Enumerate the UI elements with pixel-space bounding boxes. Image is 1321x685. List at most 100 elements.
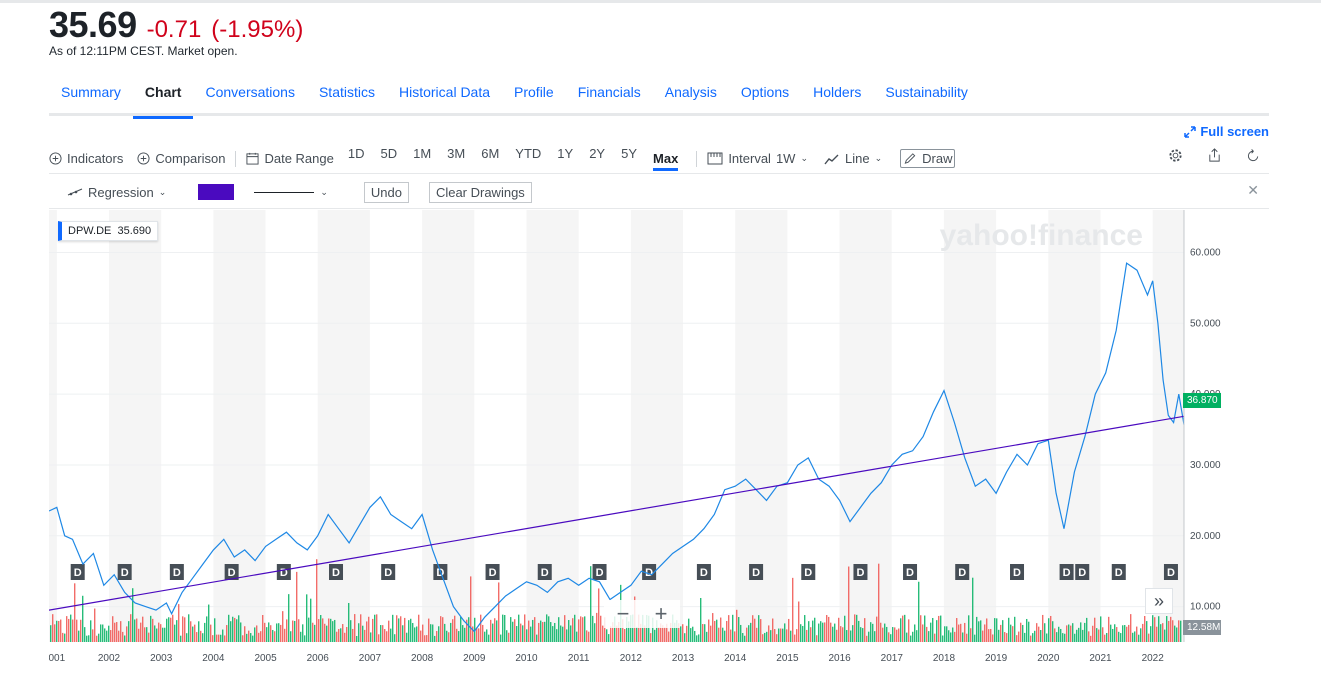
share-icon[interactable] <box>1207 148 1222 163</box>
year-band <box>630 210 684 642</box>
volume-bar <box>878 563 880 642</box>
volume-bar <box>1014 616 1016 642</box>
dividend-marker-box <box>642 564 657 580</box>
tab-holders[interactable]: Holders <box>813 84 862 100</box>
volume-bar <box>452 619 454 642</box>
comparison-button[interactable]: Comparison <box>137 151 225 166</box>
range-5y[interactable]: 5Y <box>621 146 638 161</box>
volume-bar <box>880 622 882 642</box>
range-6m[interactable]: 6M <box>481 146 500 161</box>
volume-bar <box>284 628 286 642</box>
volume-bar <box>722 627 724 642</box>
interval-button[interactable]: Interval 1W ⌄ <box>707 151 808 166</box>
dividend-marker-label: D <box>1078 567 1086 579</box>
volume-bar <box>1122 625 1124 642</box>
volume-bar <box>1080 622 1082 642</box>
tab-historical-data[interactable]: Historical Data <box>398 84 491 100</box>
line-color-picker[interactable] <box>198 184 235 200</box>
volume-bar <box>266 627 268 642</box>
dividend-marker-box <box>749 564 764 580</box>
dividend-marker-box <box>1059 564 1074 580</box>
volume-bar <box>750 622 752 642</box>
range-1m[interactable]: 1M <box>413 146 432 161</box>
reset-icon[interactable] <box>1246 148 1261 163</box>
volume-bar <box>96 635 98 642</box>
range-max[interactable]: Max <box>653 151 679 171</box>
regression-icon <box>67 188 83 196</box>
volume-bar <box>646 614 648 642</box>
volume-bar <box>808 621 810 642</box>
fullscreen-button[interactable]: Full screen <box>1184 124 1269 139</box>
volume-bar <box>1154 617 1156 642</box>
volume-bar <box>366 621 368 642</box>
interval-label: Interval <box>728 151 771 166</box>
volume-bar <box>466 619 468 642</box>
range-1y[interactable]: 1Y <box>557 146 574 161</box>
dividend-marker-label: D <box>436 567 444 579</box>
line-style-select[interactable]: ⌄ <box>254 187 328 198</box>
tab-analysis[interactable]: Analysis <box>664 84 717 100</box>
volume-bar <box>1082 629 1084 642</box>
volume-bar <box>602 625 604 642</box>
volume-bar <box>1048 618 1050 642</box>
volume-bar <box>104 628 106 642</box>
range-5d[interactable]: 5D <box>380 146 398 161</box>
tab-summary[interactable]: Summary <box>61 84 121 100</box>
zoom-out-button[interactable]: − <box>616 601 630 626</box>
toolbar-actions <box>1168 148 1261 163</box>
undo-button[interactable]: Undo <box>363 181 409 203</box>
indicators-button[interactable]: Indicators <box>49 151 123 166</box>
volume-bar <box>846 630 848 642</box>
close-icon[interactable]: ✕ <box>1247 182 1259 198</box>
volume-bar <box>186 633 188 642</box>
chevron-down-icon: ⌄ <box>320 186 328 197</box>
range-3m[interactable]: 3M <box>447 146 466 161</box>
volume-bar <box>202 633 204 642</box>
volume-bar <box>258 632 260 642</box>
range-1d[interactable]: 1D <box>347 146 365 161</box>
volume-bar <box>680 626 682 642</box>
tab-financials[interactable]: Financials <box>577 84 641 100</box>
volume-bar <box>912 631 914 642</box>
scroll-to-latest-button[interactable]: » <box>1145 588 1173 614</box>
volume-bar <box>816 635 818 642</box>
tab-options[interactable]: Options <box>740 84 790 100</box>
dividend-marker-box <box>955 564 970 580</box>
volume-bar <box>238 615 240 642</box>
range-ytd[interactable]: YTD <box>515 146 542 161</box>
dividend-marker-box <box>696 564 711 580</box>
volume-bar <box>120 621 122 642</box>
volume-bar <box>1160 624 1162 642</box>
clear-drawings-button[interactable]: Clear Drawings <box>428 181 532 203</box>
drawing-tool-select[interactable]: Regression ⌄ <box>67 185 166 200</box>
volume-bar <box>534 617 536 642</box>
volume-bar <box>718 627 720 642</box>
tab-chart[interactable]: Chart <box>132 76 194 119</box>
volume-bar <box>318 619 320 642</box>
volume-bar <box>114 622 116 642</box>
date-range-button[interactable]: Date Range <box>246 151 334 166</box>
chart-type-button[interactable]: Line ⌄ <box>824 151 882 166</box>
volume-bar <box>834 623 836 642</box>
volume-bar <box>600 615 602 642</box>
volume-bar <box>1092 625 1094 642</box>
volume-bar <box>336 631 338 642</box>
volume-bar <box>350 620 352 642</box>
range-2y[interactable]: 2Y <box>589 146 606 161</box>
zoom-in-button[interactable]: + <box>654 601 668 626</box>
tab-conversations[interactable]: Conversations <box>205 84 295 100</box>
tab-statistics[interactable]: Statistics <box>318 84 375 100</box>
volume-bar <box>132 588 134 642</box>
volume-bar <box>1034 630 1036 642</box>
volume-bar <box>446 630 448 642</box>
volume-bar <box>1116 627 1118 642</box>
tab-profile[interactable]: Profile <box>514 84 554 100</box>
gear-icon[interactable] <box>1168 148 1183 163</box>
tab-sustainability[interactable]: Sustainability <box>885 84 968 100</box>
regression-line[interactable] <box>48 415 1185 611</box>
volume-bar <box>954 631 956 642</box>
draw-button[interactable]: Draw <box>900 149 956 168</box>
volume-bar <box>310 598 312 642</box>
